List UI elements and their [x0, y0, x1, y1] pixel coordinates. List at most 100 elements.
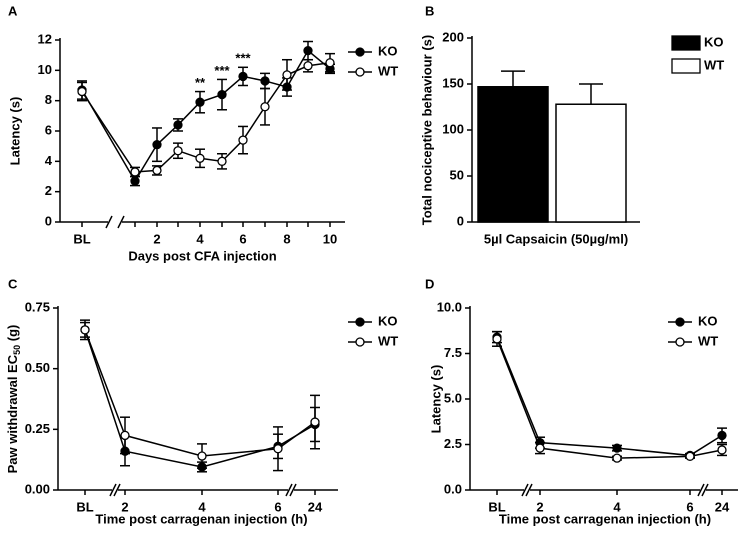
significance-label: **	[195, 75, 206, 90]
axis-break	[701, 483, 709, 497]
x-tick-label: 10	[323, 231, 337, 246]
y-axis-label-unit: (g)	[5, 325, 20, 342]
axis-break	[525, 483, 533, 497]
y-tick-label: 50	[450, 167, 464, 182]
bar	[477, 86, 549, 223]
data-point	[612, 443, 622, 453]
x-tick-label: 6	[686, 499, 693, 514]
data-point	[238, 135, 248, 145]
data-point	[152, 139, 162, 150]
x-tick-label: 24	[715, 499, 730, 514]
x-tick-label: BL	[76, 499, 93, 514]
legend-label: KO	[698, 313, 718, 328]
series-line	[496, 338, 723, 459]
legend-label: KO	[378, 43, 398, 58]
y-axis-label: Latency (s)	[7, 97, 22, 166]
y-tick-label: 0.25	[25, 421, 50, 436]
y-tick-label: 10	[38, 62, 52, 77]
data-point	[303, 61, 313, 71]
series-line	[81, 62, 331, 173]
significance-label: ***	[214, 63, 230, 78]
data-point	[197, 451, 207, 461]
x-axis-label: Time post carragenan injection (h)	[95, 511, 307, 526]
data-point	[195, 97, 205, 107]
data-point	[217, 156, 227, 166]
legend-swatch	[671, 35, 701, 51]
x-tick-label: 6	[274, 499, 281, 514]
axis-break	[117, 215, 125, 229]
panel-letter: A	[8, 3, 18, 18]
axis-break	[113, 483, 121, 497]
x-tick-label: 4	[198, 499, 206, 514]
x-axis-label: Days post CFA injection	[128, 248, 276, 263]
axis-break	[109, 483, 117, 497]
x-tick-label: 2	[536, 499, 543, 514]
y-axis-label-sub: 50	[12, 345, 22, 355]
data-point	[260, 102, 270, 112]
x-tick-label: 2	[121, 499, 128, 514]
series-line	[496, 336, 723, 457]
axis-break	[697, 483, 705, 497]
data-point	[282, 70, 292, 80]
y-axis-label-text: Paw withdrawal EC	[5, 354, 20, 473]
x-tick-label: 4	[196, 231, 204, 246]
data-point	[535, 443, 545, 453]
panel-letter: D	[425, 276, 434, 291]
axis-break	[285, 483, 293, 497]
series-line	[81, 49, 331, 183]
y-axis-label: Total nociceptive behaviour (s)	[419, 35, 434, 225]
y-axis-label: Latency (s)	[428, 365, 443, 434]
x-tick-label: 2	[153, 231, 160, 246]
y-tick-label: 2.5	[444, 436, 462, 451]
y-tick-label: 0	[45, 213, 52, 228]
data-point	[173, 120, 183, 130]
y-axis-label: Paw withdrawal EC50 (g)	[5, 325, 22, 474]
y-tick-label: 0	[457, 213, 464, 228]
y-tick-label: 8	[45, 92, 52, 107]
axis-break	[521, 483, 529, 497]
data-point	[77, 86, 87, 97]
data-point	[325, 58, 335, 68]
data-point	[130, 167, 140, 177]
data-point	[282, 82, 292, 92]
x-tick-label: 4	[613, 499, 621, 514]
y-tick-label: 0.0	[444, 481, 462, 496]
data-point	[685, 451, 695, 461]
data-point	[173, 146, 183, 156]
legend-marker	[355, 337, 365, 347]
y-tick-label: 200	[442, 29, 464, 44]
x-axis-label: Time post carragenan injection (h)	[499, 511, 711, 526]
y-tick-label: 10.0	[437, 299, 462, 314]
data-point	[120, 446, 130, 456]
data-point	[217, 89, 227, 100]
error-bar	[501, 70, 525, 87]
data-point	[717, 430, 727, 441]
data-point	[303, 45, 313, 56]
data-point	[238, 71, 248, 82]
error-bar	[579, 83, 603, 105]
data-point	[130, 176, 140, 186]
data-point	[717, 445, 727, 455]
data-point	[80, 325, 90, 335]
x-tick-label: 8	[283, 231, 290, 246]
data-point	[273, 444, 283, 454]
legend-label: KO	[378, 313, 398, 328]
legend-swatch	[671, 58, 701, 74]
legend-label: WT	[698, 333, 718, 348]
significance-label: ***	[235, 51, 251, 66]
legend-marker	[355, 317, 365, 327]
data-point	[197, 462, 207, 472]
legend-marker	[355, 47, 365, 57]
y-tick-label: 4	[45, 153, 53, 168]
legend-label: KO	[704, 34, 724, 49]
panel-letter: B	[425, 3, 434, 18]
x-tick-label: BL	[488, 499, 505, 514]
data-point	[152, 165, 162, 176]
axis-break	[105, 215, 113, 229]
x-tick-label: BL	[73, 231, 90, 246]
legend-marker	[675, 317, 685, 327]
legend-marker	[675, 337, 685, 347]
legend-label: WT	[378, 333, 398, 348]
x-axis-label: 5µl Capsaicin (50µg/ml)	[484, 231, 628, 246]
